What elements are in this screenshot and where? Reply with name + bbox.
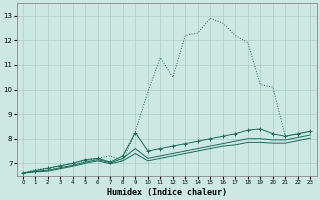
X-axis label: Humidex (Indice chaleur): Humidex (Indice chaleur) [107,188,227,197]
